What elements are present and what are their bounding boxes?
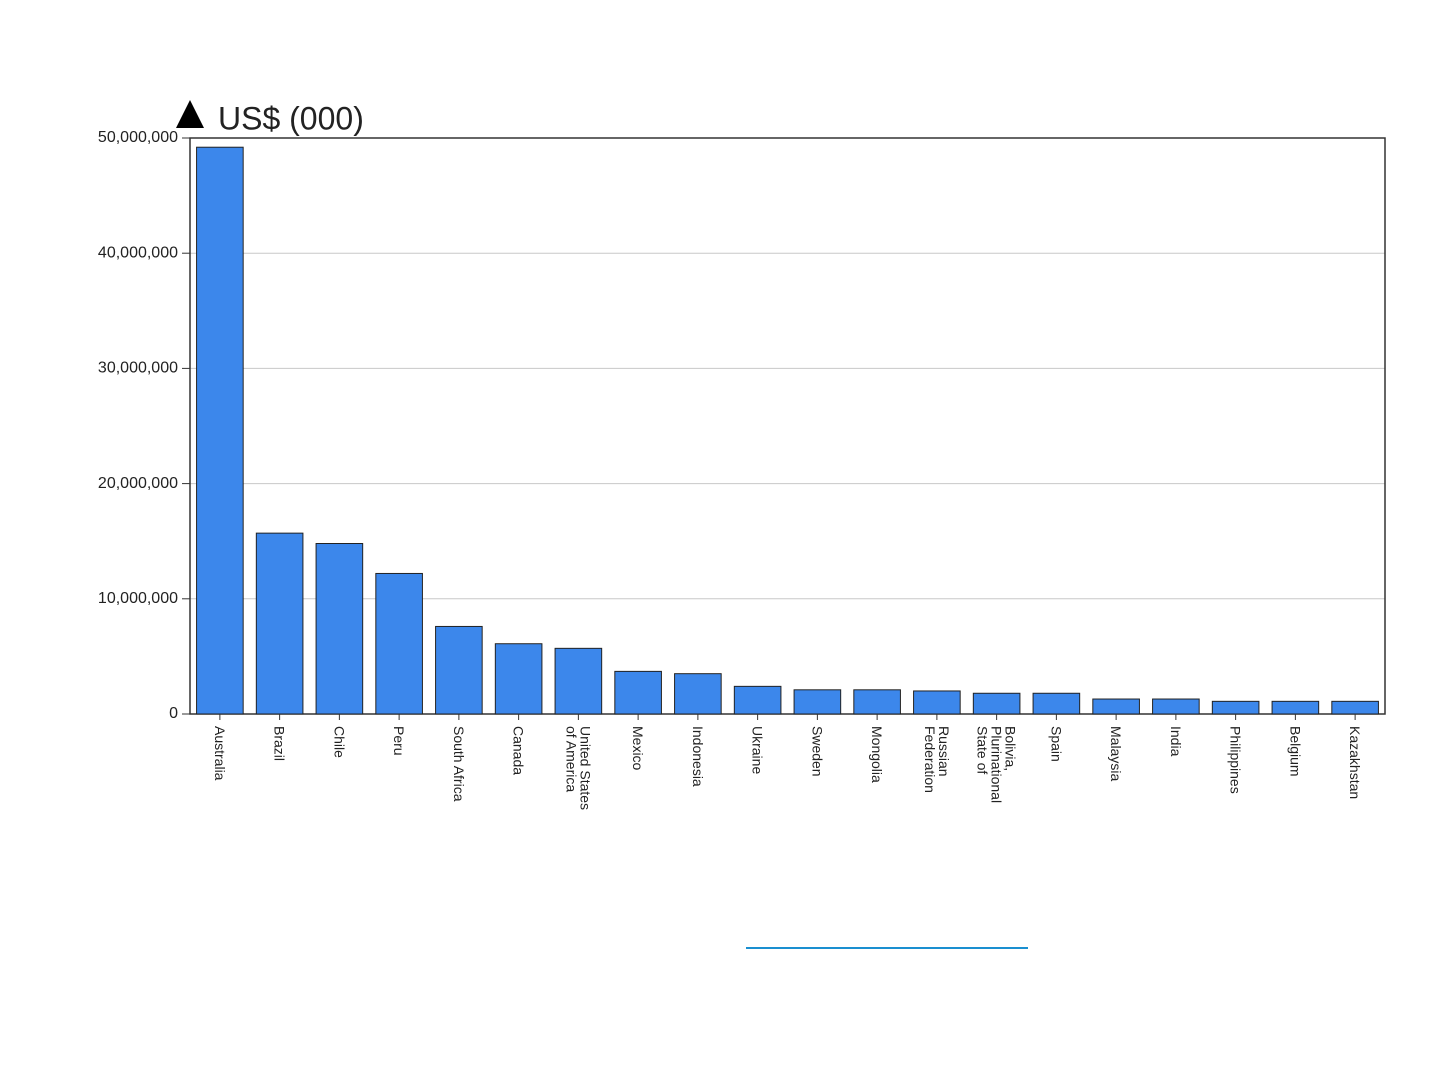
plot-frame xyxy=(189,137,1386,715)
bar xyxy=(494,643,543,715)
x-tick-label: Peru xyxy=(391,726,408,756)
y-axis-label: US$ (000) xyxy=(218,100,364,136)
bar xyxy=(913,690,961,715)
x-tick-label: Philippines xyxy=(1227,726,1244,794)
x-tick-label: Indonesia xyxy=(689,726,706,787)
x-tick-label: South Africa xyxy=(450,726,467,802)
bar xyxy=(972,692,1021,715)
bar xyxy=(1032,692,1081,715)
bar xyxy=(674,673,722,715)
bar xyxy=(733,685,782,715)
y-tick-label: 20,000,000 xyxy=(98,475,178,492)
bar xyxy=(1152,698,1200,715)
bar xyxy=(255,532,304,715)
y-tick-label: 0 xyxy=(169,705,178,722)
bar xyxy=(196,146,244,715)
y-tick-label: 50,000,000 xyxy=(98,129,178,146)
x-tick-label: Kazakhstan xyxy=(1347,726,1364,800)
bar xyxy=(1211,700,1260,715)
x-tick-label: Sweden xyxy=(809,726,826,777)
axis-arrow xyxy=(176,100,204,128)
x-tick-label: Australia xyxy=(211,726,228,781)
bar xyxy=(614,670,662,715)
bar xyxy=(793,689,842,715)
bar xyxy=(1331,700,1379,715)
x-tick-label: India xyxy=(1167,726,1184,757)
x-tick-label: Canada xyxy=(510,726,527,776)
bar xyxy=(1271,700,1320,715)
y-tick-label: 10,000,000 xyxy=(98,590,178,607)
x-tick-label: Brazil xyxy=(271,726,288,762)
x-tick-label: Belgium xyxy=(1287,726,1304,777)
y-tick-label: 30,000,000 xyxy=(98,360,178,377)
bar xyxy=(554,647,603,715)
y-tick-label: 40,000,000 xyxy=(98,244,178,261)
x-tick-label: Mongolia xyxy=(869,726,886,783)
x-tick-label: United States of America xyxy=(563,726,594,811)
x-tick-label: Ukraine xyxy=(749,726,766,775)
bar xyxy=(315,543,364,715)
x-tick-label: Russian Federation xyxy=(921,726,952,793)
bar xyxy=(853,689,901,715)
x-tick-label: Chile xyxy=(331,726,348,758)
x-tick-label: Bolivia, Plurinational State of xyxy=(974,726,1019,804)
bar xyxy=(375,572,423,715)
x-tick-label: Mexico xyxy=(630,726,647,771)
x-tick-label: Spain xyxy=(1048,726,1065,762)
x-tick-label: Malaysia xyxy=(1108,726,1125,782)
bar xyxy=(435,625,483,715)
bar xyxy=(1092,698,1140,715)
